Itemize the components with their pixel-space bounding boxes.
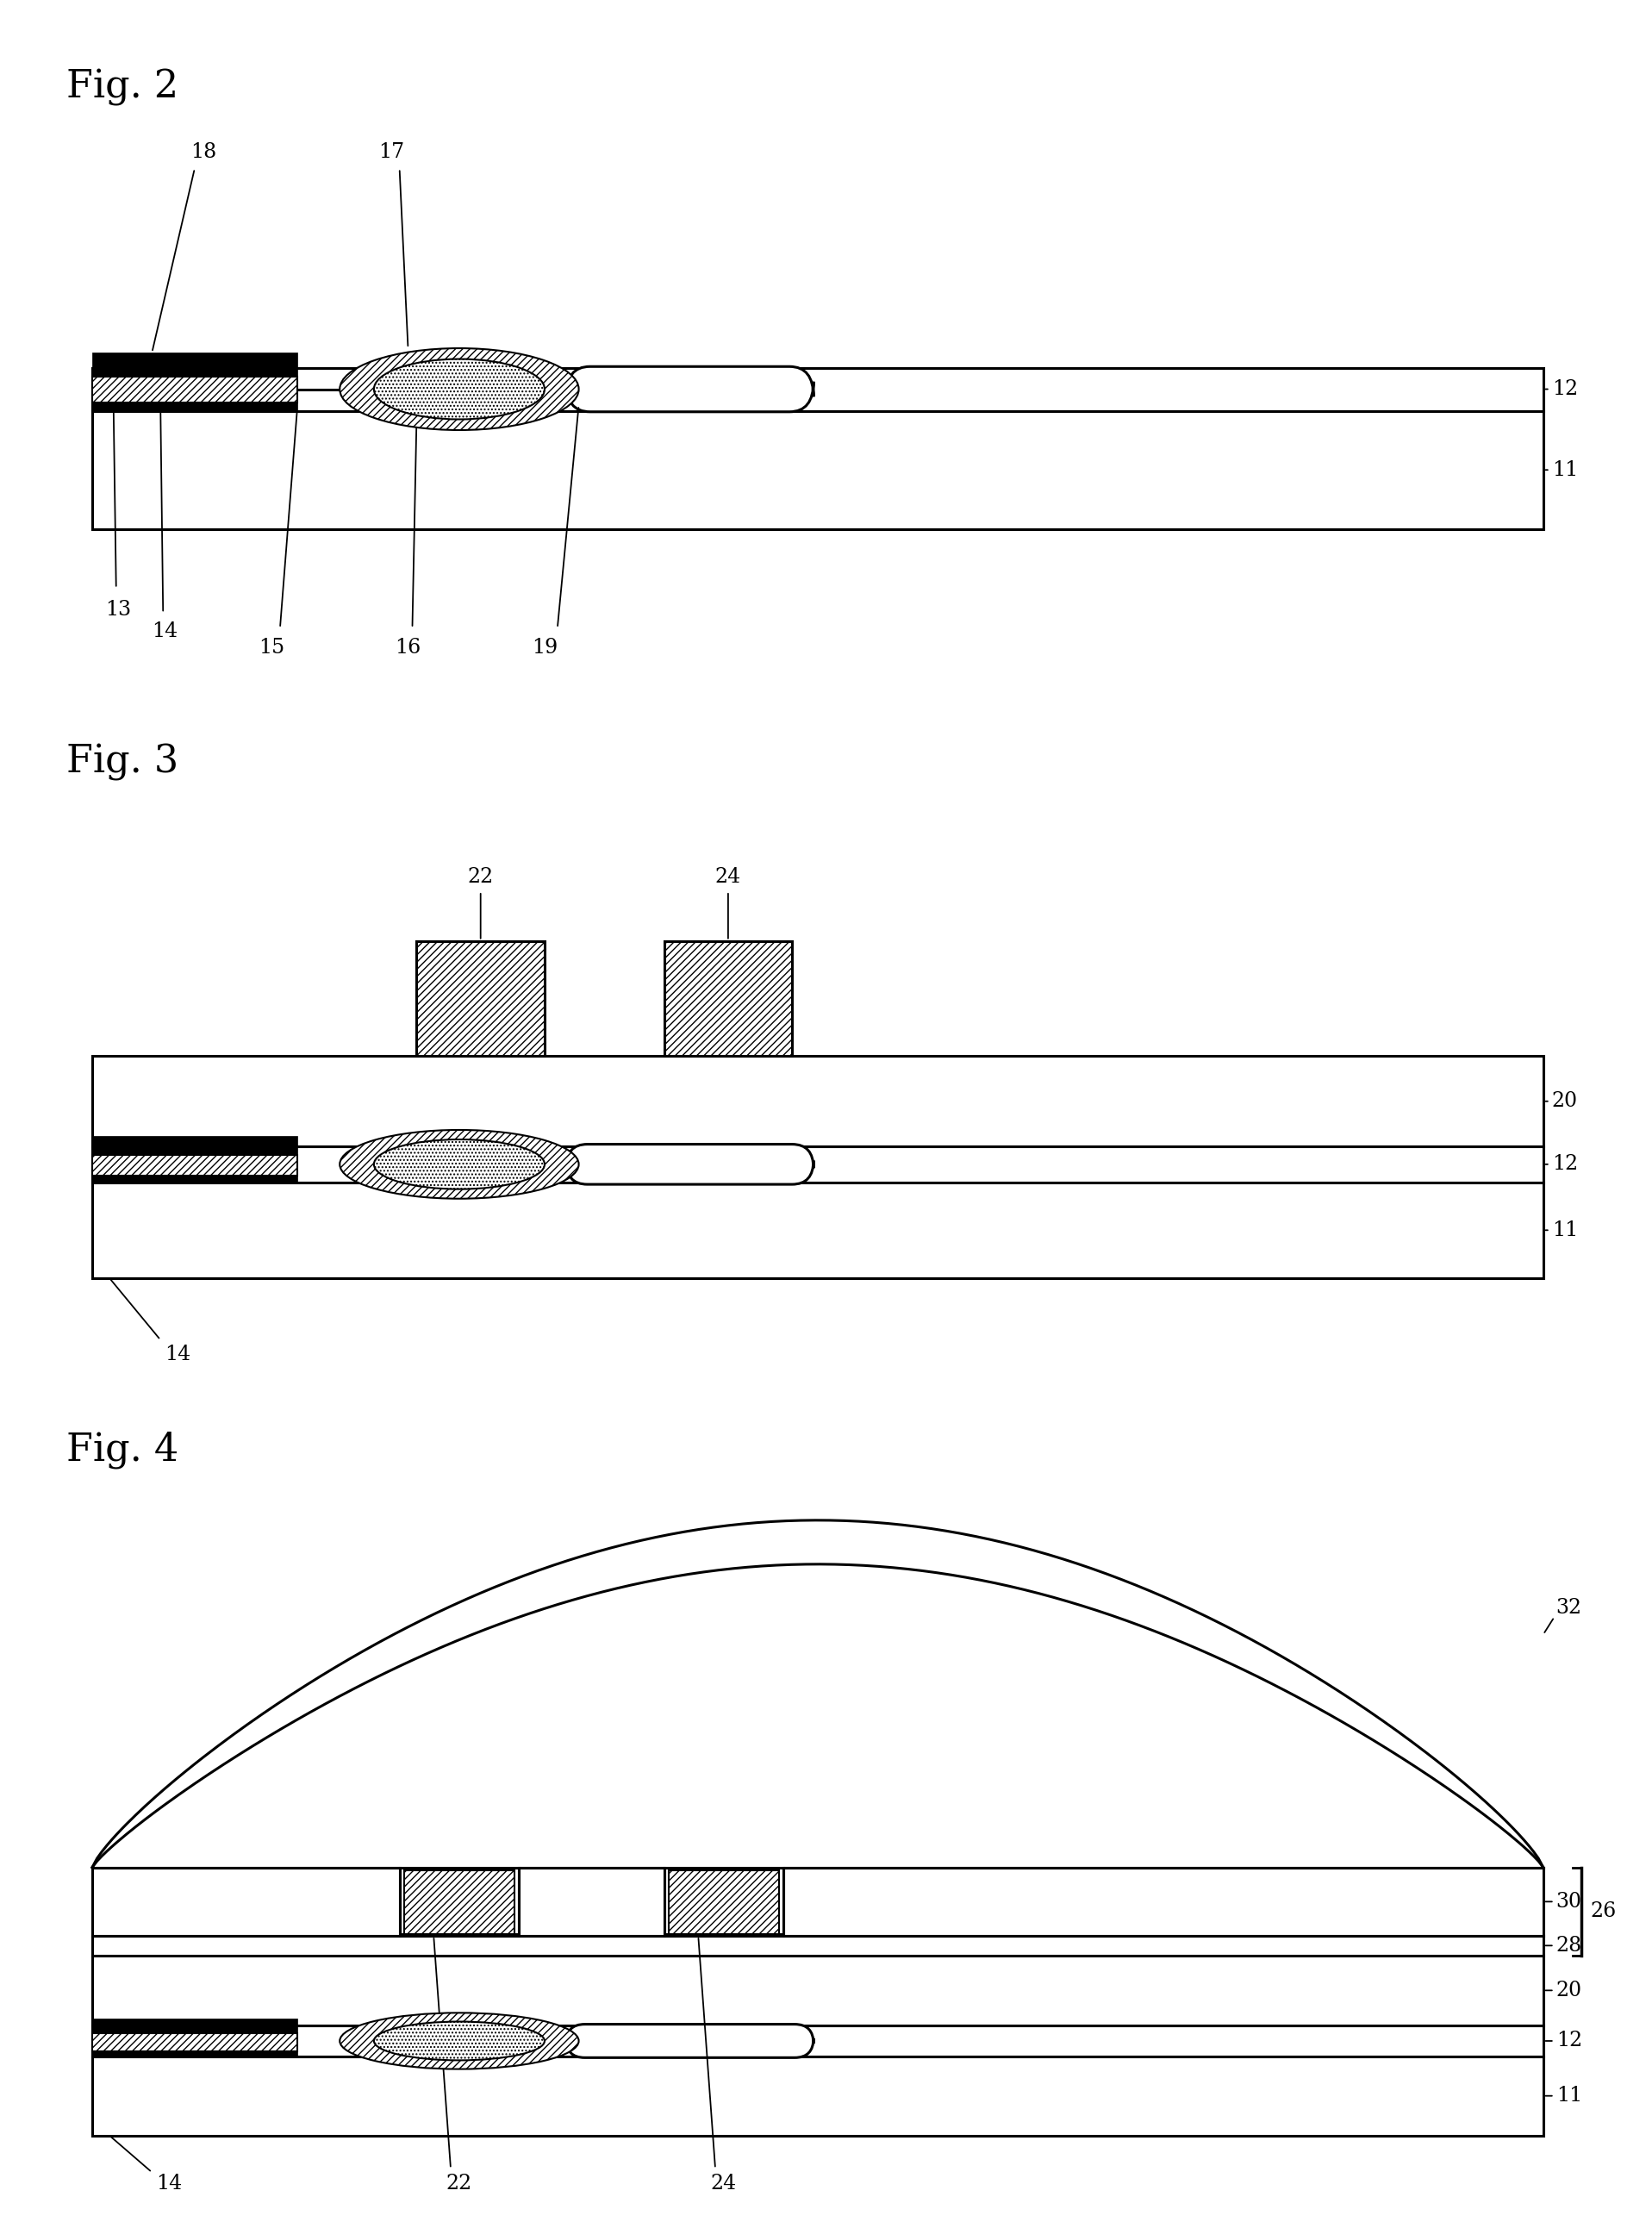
Text: Fig. 4: Fig. 4 bbox=[66, 1430, 178, 1468]
Text: 14: 14 bbox=[155, 2175, 182, 2195]
Text: 14: 14 bbox=[152, 622, 178, 642]
Bar bbox=[93, 2052, 297, 2056]
Bar bbox=[93, 410, 1543, 530]
Ellipse shape bbox=[373, 359, 545, 419]
Text: 16: 16 bbox=[395, 637, 421, 657]
Bar bbox=[93, 1136, 297, 1154]
Bar bbox=[93, 2025, 1543, 2056]
Text: 22: 22 bbox=[468, 867, 494, 887]
Text: 12: 12 bbox=[1556, 2032, 1583, 2050]
Text: Fig. 2: Fig. 2 bbox=[66, 69, 178, 107]
Text: Fig. 3: Fig. 3 bbox=[66, 744, 178, 780]
Text: 20: 20 bbox=[1551, 1092, 1578, 1112]
Bar bbox=[93, 401, 297, 410]
Ellipse shape bbox=[340, 2012, 578, 2070]
Ellipse shape bbox=[340, 1130, 578, 1199]
Ellipse shape bbox=[373, 2021, 545, 2061]
Text: 18: 18 bbox=[190, 143, 216, 163]
Text: 12: 12 bbox=[1551, 1154, 1578, 1174]
Text: 13: 13 bbox=[104, 599, 131, 619]
Bar bbox=[416, 940, 545, 1056]
Text: 28: 28 bbox=[1556, 1936, 1583, 1956]
Bar bbox=[669, 1869, 780, 1934]
FancyBboxPatch shape bbox=[567, 368, 813, 412]
FancyBboxPatch shape bbox=[567, 2025, 813, 2059]
Text: 22: 22 bbox=[446, 2175, 472, 2195]
Bar bbox=[93, 1154, 297, 1176]
Text: 17: 17 bbox=[378, 143, 405, 163]
Ellipse shape bbox=[373, 1139, 545, 1190]
Text: 26: 26 bbox=[1591, 1900, 1616, 1921]
Text: 11: 11 bbox=[1551, 459, 1578, 479]
Bar bbox=[93, 1183, 1543, 1279]
Bar bbox=[93, 1936, 1543, 1956]
Text: 30: 30 bbox=[1556, 1892, 1583, 1912]
Text: 14: 14 bbox=[165, 1343, 190, 1364]
Text: 24: 24 bbox=[715, 867, 742, 887]
Ellipse shape bbox=[340, 348, 578, 430]
Text: 15: 15 bbox=[258, 637, 284, 657]
Text: 32: 32 bbox=[1556, 1597, 1583, 1618]
Bar bbox=[93, 377, 297, 401]
Bar bbox=[93, 1956, 1543, 2025]
Bar bbox=[93, 1176, 297, 1183]
Bar bbox=[93, 2034, 297, 2052]
Text: 24: 24 bbox=[710, 2175, 737, 2195]
Bar bbox=[93, 2019, 297, 2034]
Bar bbox=[403, 1869, 515, 1934]
FancyBboxPatch shape bbox=[567, 1145, 813, 1185]
Bar bbox=[93, 1056, 1543, 1145]
Text: 19: 19 bbox=[532, 637, 558, 657]
Bar bbox=[93, 2056, 1543, 2134]
Bar bbox=[664, 940, 793, 1056]
Text: 20: 20 bbox=[1556, 1981, 1583, 2001]
Text: 11: 11 bbox=[1556, 2085, 1583, 2105]
Bar bbox=[93, 1145, 1543, 1183]
Bar bbox=[93, 368, 1543, 410]
Text: 11: 11 bbox=[1551, 1221, 1578, 1241]
Bar bbox=[93, 352, 297, 377]
Text: 12: 12 bbox=[1551, 379, 1578, 399]
